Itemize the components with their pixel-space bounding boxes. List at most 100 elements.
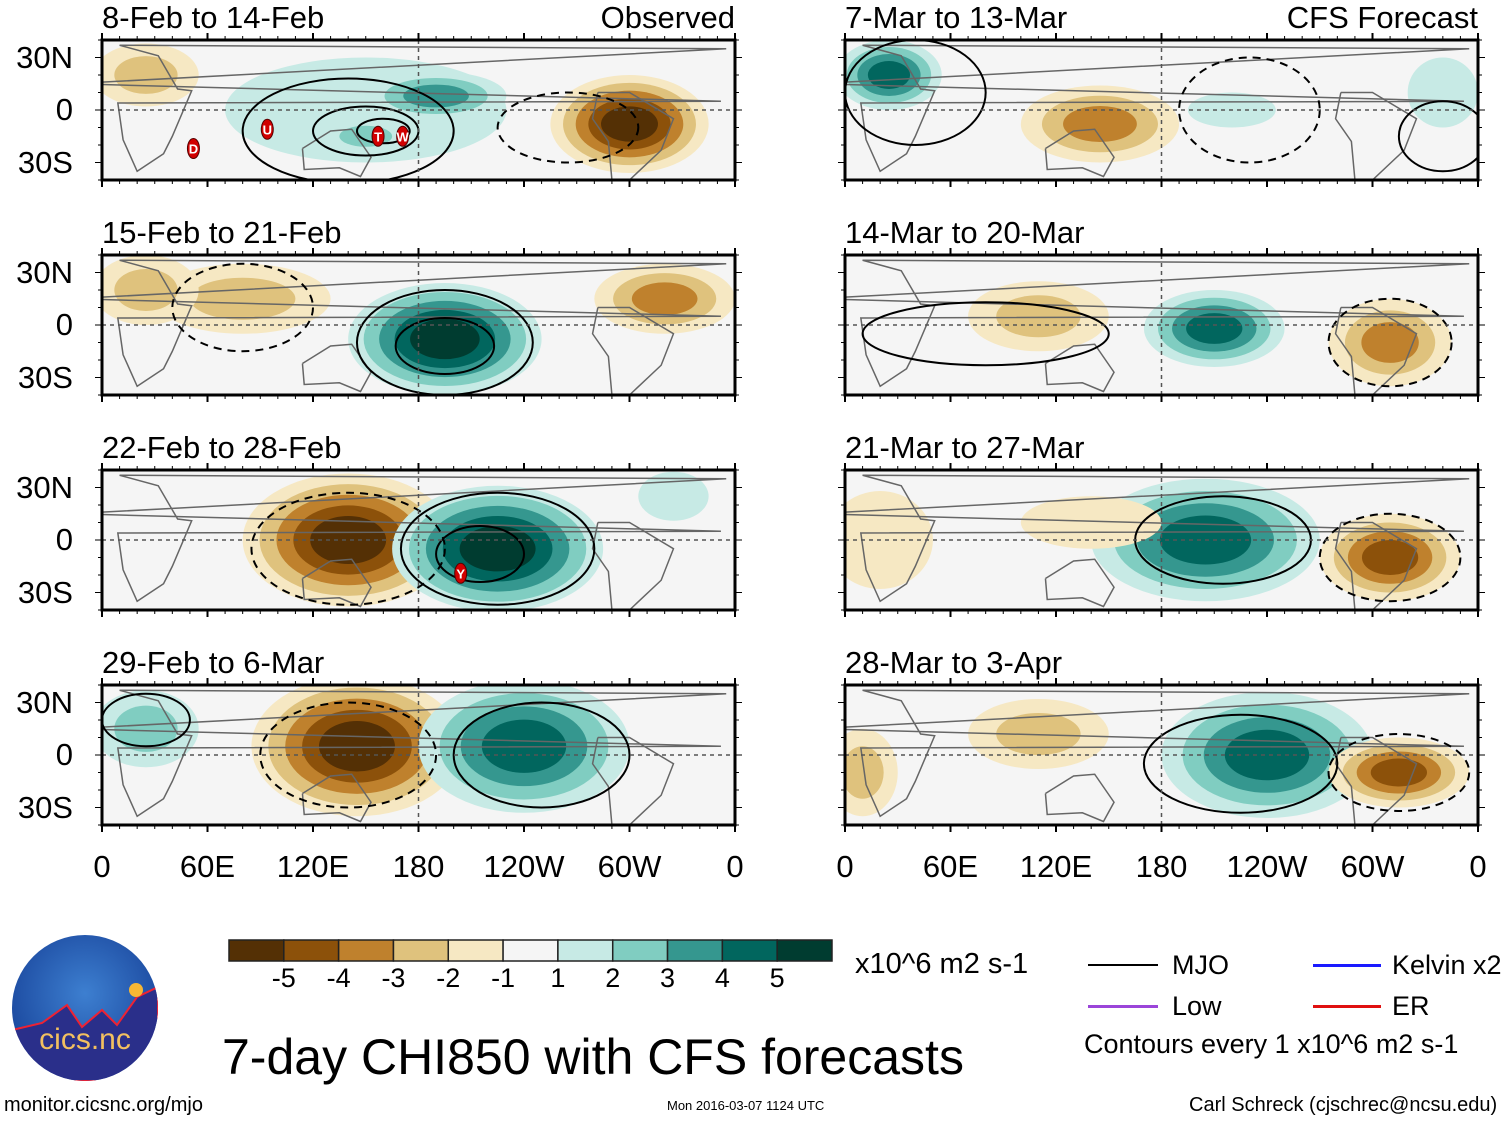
coastline	[1334, 306, 1418, 395]
mjo-contour-negative	[259, 701, 438, 809]
anomaly-shading	[1063, 106, 1137, 142]
tropical-cyclone-marker: W	[396, 125, 410, 147]
coastline	[1044, 128, 1115, 178]
colorbar-swatch	[776, 939, 833, 962]
mjo-contour-positive	[102, 692, 191, 748]
anomaly-shading	[996, 295, 1081, 338]
x-tick-label: 0	[726, 849, 744, 884]
colorbar-tick-label: 2	[605, 963, 621, 993]
cics-logo: cics.nc	[12, 935, 158, 1081]
legend-mjo-line	[1088, 964, 1158, 966]
y-tick-label: 30S	[17, 144, 73, 180]
coastline	[845, 259, 1470, 388]
mjo-contour-positive	[399, 491, 596, 606]
coastline	[301, 343, 372, 393]
anomaly-shading	[601, 106, 658, 142]
colorbar-tick-label: -2	[436, 963, 461, 993]
author-credit: Carl Schreck (cjschrec@ncsu.edu)	[1189, 1094, 1498, 1116]
colorbar-tick-label: 5	[769, 963, 785, 993]
panel-title: 8-Feb to 14-Feb	[102, 0, 325, 35]
mjo-contour-negative	[171, 262, 315, 353]
map-panel: Y	[95, 463, 742, 617]
x-tick-label: 60W	[1340, 849, 1405, 884]
colorbar-swatch	[721, 939, 778, 962]
coastline	[845, 689, 1470, 818]
coastline	[1334, 736, 1418, 825]
legend-low-label: Low	[1172, 991, 1222, 1021]
anomaly-shading	[1370, 758, 1428, 787]
coastline	[102, 689, 727, 818]
colorbar-swatch	[228, 939, 285, 962]
coastline	[1044, 343, 1115, 393]
coastline	[1334, 521, 1418, 610]
colorbar-swatch	[337, 939, 395, 962]
panel-title: 21-Mar to 27-Mar	[845, 430, 1085, 465]
x-tick-label: 60E	[179, 849, 236, 884]
coastline	[301, 128, 372, 178]
colorbar-tick-label: -5	[271, 963, 296, 993]
anomaly-shading	[403, 84, 469, 108]
map-panel	[95, 248, 742, 402]
coastline	[1044, 773, 1115, 823]
mjo-contour-positive	[861, 301, 1110, 367]
x-tick-label: 120W	[483, 849, 565, 884]
anomaly-shading	[1186, 313, 1243, 344]
column-label: CFS Forecast	[1286, 0, 1478, 35]
tropical-cyclone-marker: T	[371, 125, 385, 147]
map-panel: D U T W	[95, 33, 742, 187]
x-tick-label: 180	[1135, 849, 1188, 884]
x-tick-label: 120E	[1019, 849, 1093, 884]
mjo-contour-positive	[435, 525, 525, 583]
mjo-contour-positive	[845, 40, 987, 146]
coastline	[102, 259, 727, 388]
legend-low-line	[1088, 1005, 1158, 1008]
y-tick-label: 0	[55, 307, 73, 342]
y-tick-label: 30S	[17, 789, 73, 825]
anomaly-shading	[1020, 496, 1162, 549]
mjo-contour-negative	[1327, 733, 1471, 812]
colorbar-tick-label: 1	[550, 963, 566, 993]
map-panel	[95, 678, 742, 832]
anomaly-shading	[114, 269, 178, 311]
map-panel	[838, 248, 1485, 402]
y-tick-label: 30N	[16, 254, 73, 290]
anomaly-shading	[114, 56, 178, 94]
mjo-contour-negative	[250, 491, 446, 606]
colorbar-swatch	[283, 939, 340, 962]
coastline	[591, 91, 675, 180]
anomaly-shading	[845, 746, 884, 799]
mjo-contour-negative	[1327, 297, 1453, 388]
legend-er-label: ER	[1392, 991, 1430, 1021]
column-label: Observed	[600, 0, 735, 35]
coastline	[591, 521, 675, 610]
y-tick-label: 30S	[17, 574, 73, 610]
mjo-contour-positive	[355, 289, 534, 395]
coastline	[591, 306, 675, 395]
mjo-contour-positive	[1397, 100, 1478, 173]
colorbar-swatch	[502, 939, 559, 962]
x-tick-label: 0	[1469, 849, 1487, 884]
anomaly-shading	[310, 516, 387, 564]
site-link[interactable]: monitor.cicsnc.org/mjo	[4, 1094, 203, 1116]
panel-title: 7-Mar to 13-Mar	[845, 0, 1068, 35]
anomaly-shading	[638, 471, 709, 521]
mjo-contour-positive	[394, 317, 496, 375]
panel-title: 28-Mar to 3-Apr	[845, 645, 1063, 680]
anomaly-shading	[318, 721, 395, 772]
y-tick-label: 0	[55, 522, 73, 557]
x-tick-label: 0	[836, 849, 854, 884]
map-panel	[838, 33, 1485, 187]
y-tick-label: 0	[55, 92, 73, 127]
anomaly-shading	[1361, 540, 1419, 575]
svg-text:Y: Y	[456, 566, 465, 581]
mjo-contour-positive	[241, 77, 455, 180]
legend-er-line	[1313, 1005, 1381, 1008]
panel-title: 29-Feb to 6-Mar	[102, 645, 325, 680]
tropical-cyclone-marker: U	[260, 118, 274, 140]
anomaly-shading	[996, 713, 1081, 755]
colorbar-swatch	[392, 939, 450, 962]
y-tick-label: 30N	[16, 684, 73, 720]
anomaly-shading	[1224, 729, 1310, 781]
svg-text:U: U	[263, 122, 272, 137]
